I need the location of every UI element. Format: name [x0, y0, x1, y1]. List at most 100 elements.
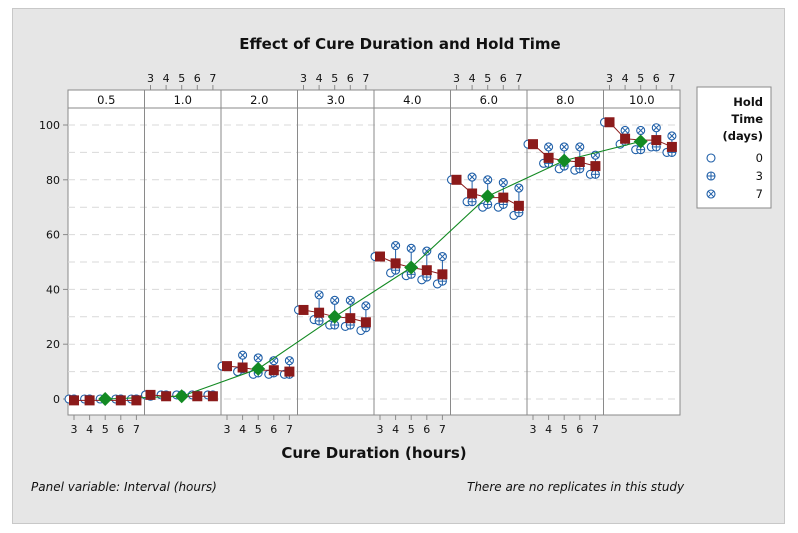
panel-strip-label: 4.0 [403, 93, 421, 107]
x-tick-label: 6 [500, 72, 507, 85]
mean-point [590, 161, 601, 172]
x-tick-label: 4 [86, 423, 93, 436]
x-tick-label: 5 [408, 423, 415, 436]
mean-point [131, 395, 142, 406]
center-point [557, 153, 572, 168]
hold-7-point-stroke [500, 179, 507, 186]
mean-point [467, 188, 478, 199]
mean-point [298, 304, 309, 315]
x-tick-label: 7 [439, 423, 446, 436]
mean-point [192, 391, 203, 402]
mean-point [390, 258, 401, 269]
x-tick-label: 5 [331, 72, 338, 85]
center-point [633, 134, 648, 149]
mean-point [666, 141, 677, 152]
mean-point [268, 365, 279, 376]
legend-symbol-circle-icon [706, 153, 716, 163]
x-tick-label: 3 [71, 423, 78, 436]
x-tick-label: 7 [592, 423, 599, 436]
center-point [480, 189, 495, 204]
center-point [404, 260, 419, 275]
legend-title: (days) [723, 129, 764, 143]
mean-point [360, 317, 371, 328]
legend-title: Time [731, 112, 763, 126]
chart-title: Effect of Cure Duration and Hold Time [239, 35, 560, 53]
mean-point [451, 174, 462, 185]
x-tick-label: 3 [453, 72, 460, 85]
x-tick-label: 3 [224, 423, 231, 436]
mean-point [207, 391, 218, 402]
mean-point [437, 269, 448, 280]
hold-7-point-stroke [255, 354, 262, 362]
hold-7-point-stroke [315, 291, 323, 299]
mean-point [115, 395, 126, 406]
x-tick-label: 6 [423, 423, 430, 436]
mean-point [421, 265, 432, 276]
legend-box [696, 86, 772, 209]
mean-point [222, 361, 232, 372]
mean-point [513, 200, 524, 211]
hold-7-point-stroke [576, 143, 583, 151]
hold-7-point-stroke [270, 357, 277, 364]
x-tick-label: 4 [469, 72, 476, 85]
y-tick-label: 60 [46, 229, 60, 242]
x-tick-label: 7 [515, 72, 522, 85]
mean-point [145, 389, 156, 400]
hold-7-point-stroke [484, 176, 491, 183]
mean-point [284, 366, 295, 377]
panel-strip-label: 0.5 [97, 93, 115, 107]
x-tick-label: 4 [239, 423, 246, 436]
y-tick-label: 0 [53, 393, 60, 406]
legend-entry-label: 3 [756, 169, 763, 183]
legend-title: Hold [733, 95, 763, 109]
hold-7-point-stroke [468, 173, 476, 181]
hold-7-point-stroke [592, 151, 599, 159]
hold-7-point-stroke [286, 357, 293, 364]
mean-point [314, 307, 325, 318]
legend-symbol-circle-x-icon-stroke [707, 190, 715, 198]
mean-point [651, 135, 662, 146]
x-tick-label: 6 [347, 72, 354, 85]
x-tick-label: 4 [622, 72, 629, 85]
mean-point [543, 152, 554, 163]
x-tick-label: 3 [147, 72, 154, 85]
x-tick-label: 3 [530, 423, 537, 436]
mean-point [498, 192, 509, 203]
x-tick-label: 6 [117, 423, 124, 436]
x-tick-label: 7 [668, 72, 675, 85]
hold-7-point-stroke [515, 184, 523, 192]
hold-7-point-stroke [545, 143, 552, 151]
y-tick-label: 20 [46, 338, 60, 351]
hold-7-point-stroke [423, 247, 430, 255]
mean-point [84, 395, 95, 406]
mean-point [345, 313, 356, 324]
x-tick-label: 3 [377, 423, 384, 436]
x-tick-label: 5 [102, 423, 109, 436]
mean-point [375, 251, 385, 262]
y-tick-label: 80 [46, 174, 60, 187]
hold-7-point-stroke [439, 253, 446, 260]
panel-strip-label: 6.0 [480, 93, 498, 107]
x-tick-label: 7 [133, 423, 140, 436]
x-tick-label: 5 [178, 72, 185, 85]
hold-7-point-stroke [347, 297, 354, 304]
x-tick-label: 3 [606, 72, 613, 85]
x-tick-label: 5 [637, 72, 644, 85]
hold-7-point-stroke [637, 127, 644, 134]
center-point [174, 389, 189, 404]
x-tick-label: 4 [163, 72, 170, 85]
mean-point [620, 133, 631, 144]
mean-point [574, 156, 585, 167]
hold-7-point-stroke [392, 242, 399, 249]
mean-point [604, 117, 615, 128]
hold-7-point-stroke [362, 302, 370, 309]
panel-strip-label: 8.0 [556, 93, 574, 107]
hold-7-point-stroke [561, 143, 568, 151]
x-axis-label: Cure Duration (hours) [281, 444, 466, 462]
legend-entry-label: 7 [756, 187, 763, 201]
x-tick-label: 5 [561, 423, 568, 436]
x-tick-label: 4 [545, 423, 552, 436]
panel-variable-note: Panel variable: Interval (hours) [31, 480, 217, 494]
x-tick-label: 4 [392, 423, 399, 436]
